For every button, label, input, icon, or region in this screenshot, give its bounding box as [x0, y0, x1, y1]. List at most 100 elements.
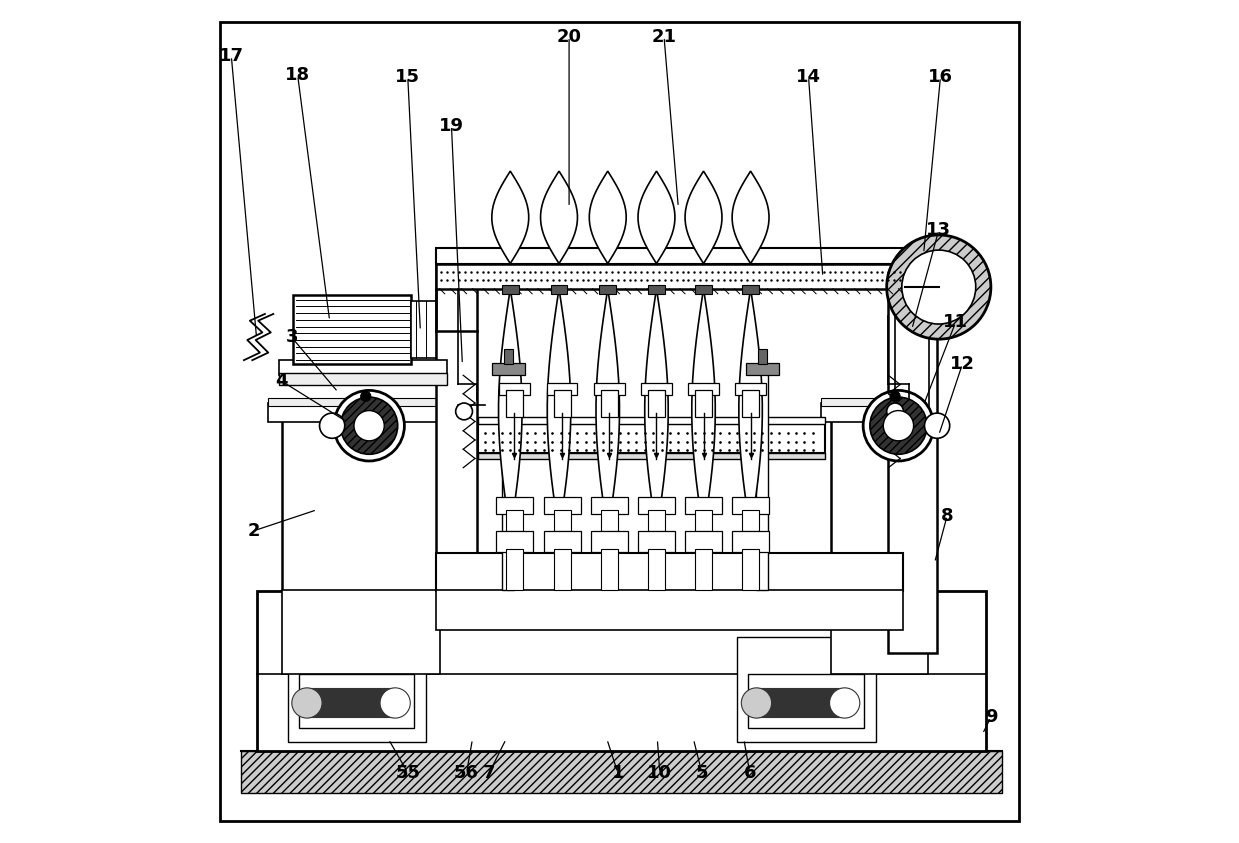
Bar [269, 403, 449, 422]
Circle shape [354, 411, 384, 441]
Text: 10: 10 [647, 764, 673, 781]
Text: 15: 15 [395, 68, 420, 86]
Bar [695, 510, 712, 531]
Text: 2: 2 [248, 522, 260, 540]
Bar [695, 549, 712, 589]
Text: 16: 16 [928, 68, 953, 86]
Bar [757, 688, 845, 717]
Bar [742, 510, 760, 531]
Circle shape [320, 413, 344, 438]
Bar [742, 549, 760, 589]
Bar [242, 751, 1002, 793]
Text: 12: 12 [950, 356, 975, 373]
Circle shape [887, 403, 903, 420]
Text: 21: 21 [652, 28, 676, 46]
Circle shape [292, 688, 322, 718]
Bar [478, 417, 824, 424]
Bar [595, 383, 624, 395]
Bar [685, 497, 722, 514]
Circle shape [741, 688, 772, 718]
Bar [496, 497, 533, 514]
Text: 19: 19 [439, 116, 463, 135]
Bar [269, 398, 449, 406]
Bar [737, 637, 876, 743]
Bar [256, 591, 986, 751]
Bar [504, 349, 513, 364]
Polygon shape [540, 171, 577, 264]
Text: 18: 18 [285, 67, 310, 84]
Bar [554, 549, 571, 589]
Polygon shape [548, 289, 571, 533]
Bar [648, 549, 665, 589]
Bar [299, 674, 415, 728]
Circle shape [380, 688, 410, 718]
Bar [638, 497, 675, 514]
Circle shape [361, 391, 370, 401]
Bar [478, 424, 824, 454]
Bar [758, 349, 767, 364]
Bar [642, 383, 672, 395]
Text: 4: 4 [275, 372, 287, 390]
Circle shape [883, 411, 913, 441]
Polygon shape [638, 171, 675, 264]
Bar [648, 390, 665, 417]
Bar [279, 360, 447, 375]
Bar [478, 453, 824, 459]
Circle shape [456, 403, 472, 420]
Polygon shape [492, 171, 529, 264]
Bar [695, 286, 712, 294]
Bar [554, 390, 571, 417]
Bar [888, 262, 937, 652]
Bar [695, 390, 712, 417]
Bar [648, 286, 665, 294]
Bar [756, 371, 768, 589]
Bar [436, 249, 906, 264]
Bar [591, 497, 628, 514]
Bar [831, 589, 928, 674]
Bar [736, 383, 766, 395]
Text: 14: 14 [795, 68, 821, 86]
Polygon shape [644, 289, 668, 533]
Text: 20: 20 [556, 28, 581, 46]
Bar [281, 589, 440, 674]
Bar [742, 286, 760, 294]
Bar [601, 549, 618, 589]
Bar [689, 383, 719, 395]
Bar [506, 549, 523, 589]
Bar [685, 531, 722, 551]
Bar [895, 262, 929, 438]
Bar [436, 262, 477, 589]
Text: 9: 9 [985, 708, 997, 727]
Bar [638, 531, 675, 551]
Bar [436, 553, 903, 591]
Text: 8: 8 [940, 507, 954, 524]
Text: 13: 13 [927, 221, 952, 239]
Circle shape [333, 390, 404, 461]
Circle shape [830, 688, 860, 718]
Bar [601, 510, 618, 531]
Bar [499, 383, 529, 395]
Bar [279, 373, 447, 385]
Bar [307, 688, 395, 717]
Polygon shape [590, 171, 626, 264]
Bar [506, 510, 523, 531]
Bar [436, 589, 903, 630]
Circle shape [864, 390, 934, 461]
Bar [601, 390, 618, 417]
Bar [821, 398, 937, 406]
Bar [287, 637, 426, 743]
Circle shape [902, 250, 976, 324]
Polygon shape [685, 171, 722, 264]
Bar [544, 531, 581, 551]
Circle shape [890, 391, 901, 401]
Bar [554, 510, 571, 531]
Bar [746, 362, 779, 375]
Bar [506, 390, 523, 417]
Circle shape [341, 397, 398, 454]
Text: 7: 7 [483, 764, 496, 781]
Text: 5: 5 [695, 764, 709, 781]
Bar [600, 286, 616, 294]
Text: 11: 11 [943, 314, 968, 331]
Bar [502, 371, 514, 589]
Bar [831, 419, 928, 591]
